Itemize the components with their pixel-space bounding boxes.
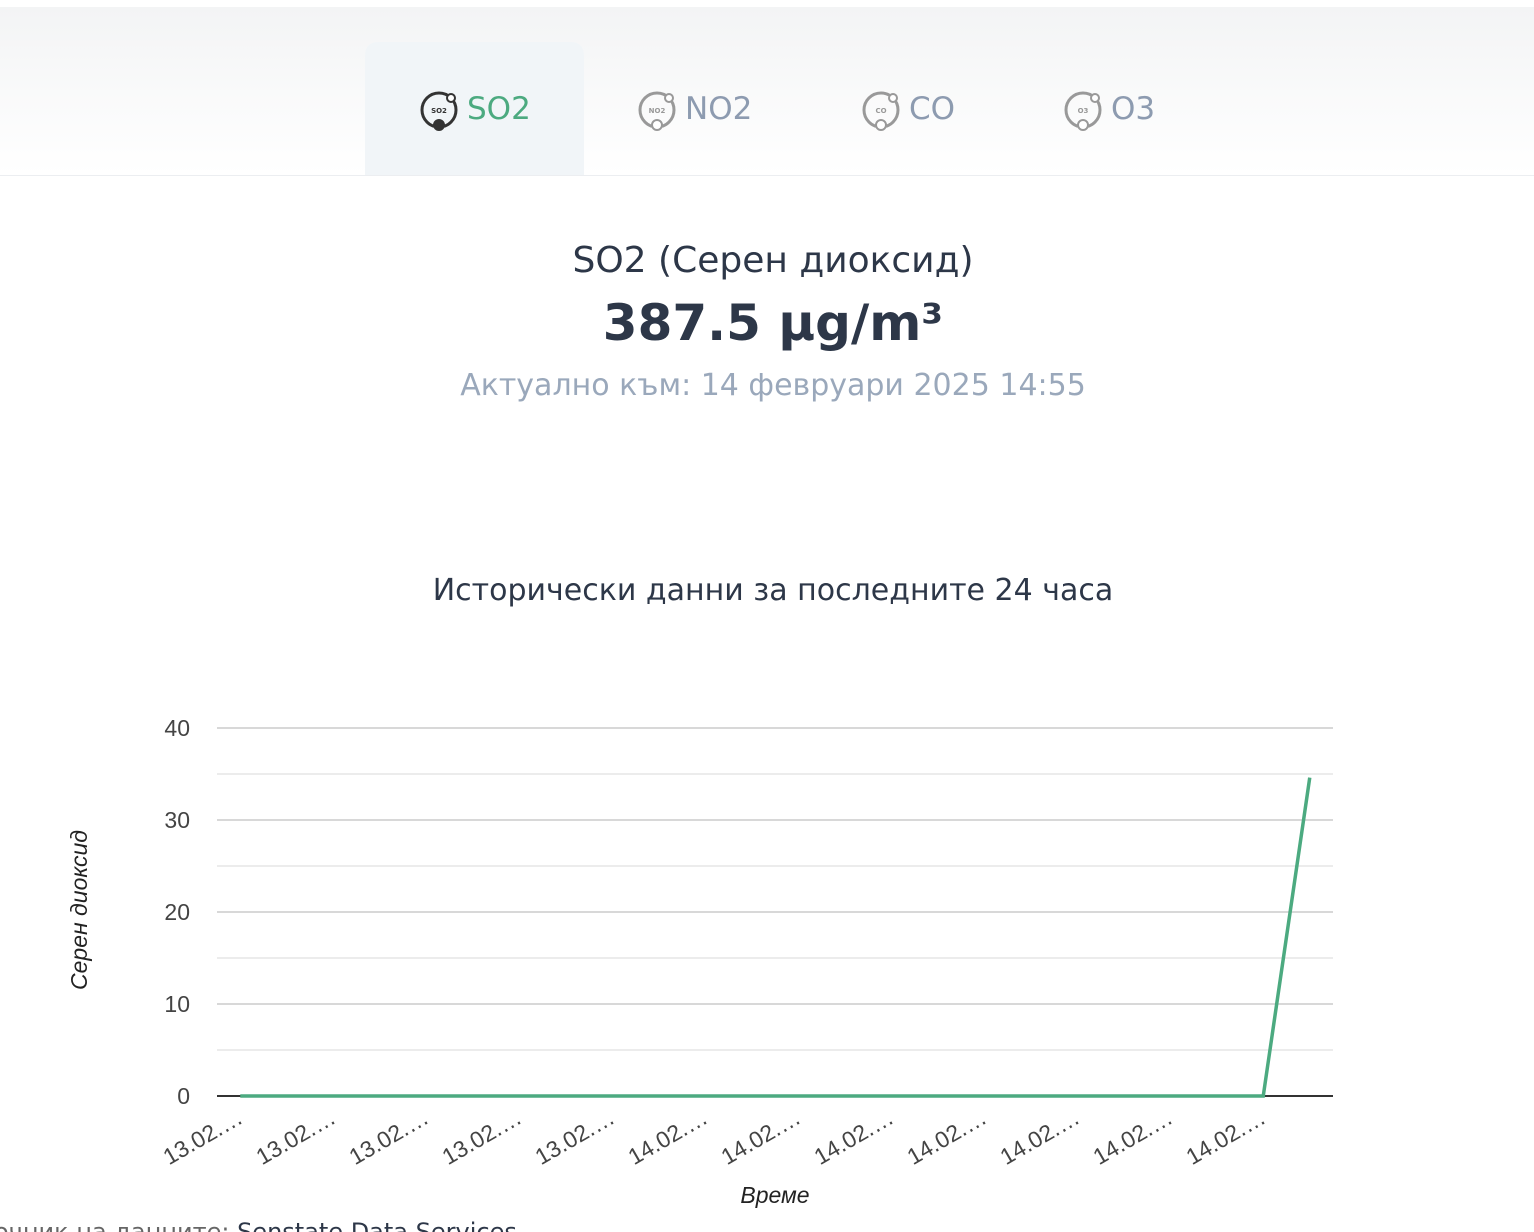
x-tick-label: 14.02.… [716, 1104, 804, 1170]
y-tick-label: 10 [164, 991, 190, 1017]
x-tick-label: 13.02.… [158, 1104, 246, 1170]
footer-source: очник на данните: Senstate Data Services [0, 1218, 517, 1232]
source-link[interactable]: Senstate Data Services [237, 1218, 517, 1232]
tab-icon-dot [433, 119, 445, 131]
x-tick-label: 13.02.… [530, 1104, 618, 1170]
tab-icon-dot [651, 119, 663, 131]
tab-active-bg [365, 42, 584, 175]
tab-icon-label: SO2 [431, 107, 447, 115]
line-series [240, 777, 1312, 1098]
tab[interactable]: O3 O3 [1064, 91, 1155, 131]
y-tick-label: 20 [164, 899, 190, 925]
y-tick-label: 40 [164, 715, 190, 741]
tab-icon-dot [1090, 93, 1100, 103]
x-tick-label: 13.02.… [437, 1104, 525, 1170]
y-tick-label: 0 [177, 1083, 190, 1109]
updated-time: Актуално към: 14 февруари 2025 14:55 [460, 368, 1086, 403]
tab-icon-label: CO [875, 107, 886, 115]
x-tick-label: 14.02.… [995, 1104, 1083, 1170]
tab-icon-dot [446, 93, 456, 103]
tab[interactable]: SO2 SO2 [365, 42, 584, 175]
tab-icon-dot [664, 93, 674, 103]
x-tick-label: 14.02.… [809, 1104, 897, 1170]
tab-label: SO2 [467, 91, 531, 127]
x-tick-label: 13.02.… [344, 1104, 432, 1170]
tab-icon-label: O3 [1078, 107, 1089, 115]
chart-title: Исторически данни за последните 24 часа [433, 573, 1114, 608]
y-axis-title: Серен диоксид [66, 830, 92, 990]
x-tick-label: 14.02.… [1088, 1104, 1176, 1170]
pollutant-title: SO2 (Серен диоксид) [572, 240, 973, 281]
tab-label: NO2 [685, 91, 752, 127]
tab-icon-dot [875, 119, 887, 131]
tab-icon-dot [888, 93, 898, 103]
x-tick-label: 14.02.… [902, 1104, 990, 1170]
tabs: SO2 SO2 NO2 NO2 CO CO O3 O3 [365, 42, 1155, 175]
tab-bar [0, 7, 1534, 175]
tab[interactable]: CO CO [862, 91, 955, 131]
tab[interactable]: NO2 NO2 [638, 91, 752, 131]
x-axis-title: Време [740, 1182, 809, 1208]
y-tick-label: 30 [164, 807, 190, 833]
tab-label: CO [909, 91, 955, 127]
source-label: очник на данните: [0, 1218, 229, 1232]
tab-icon-label: NO2 [649, 107, 666, 115]
tab-icon-dot [1077, 119, 1089, 131]
pollutant-value: 387.5 µg/m³ [603, 294, 943, 352]
x-tick-label: 14.02.… [623, 1104, 711, 1170]
x-tick-label: 14.02.… [1181, 1104, 1269, 1170]
tab-label: O3 [1111, 91, 1155, 127]
x-tick-label: 13.02.… [251, 1104, 339, 1170]
